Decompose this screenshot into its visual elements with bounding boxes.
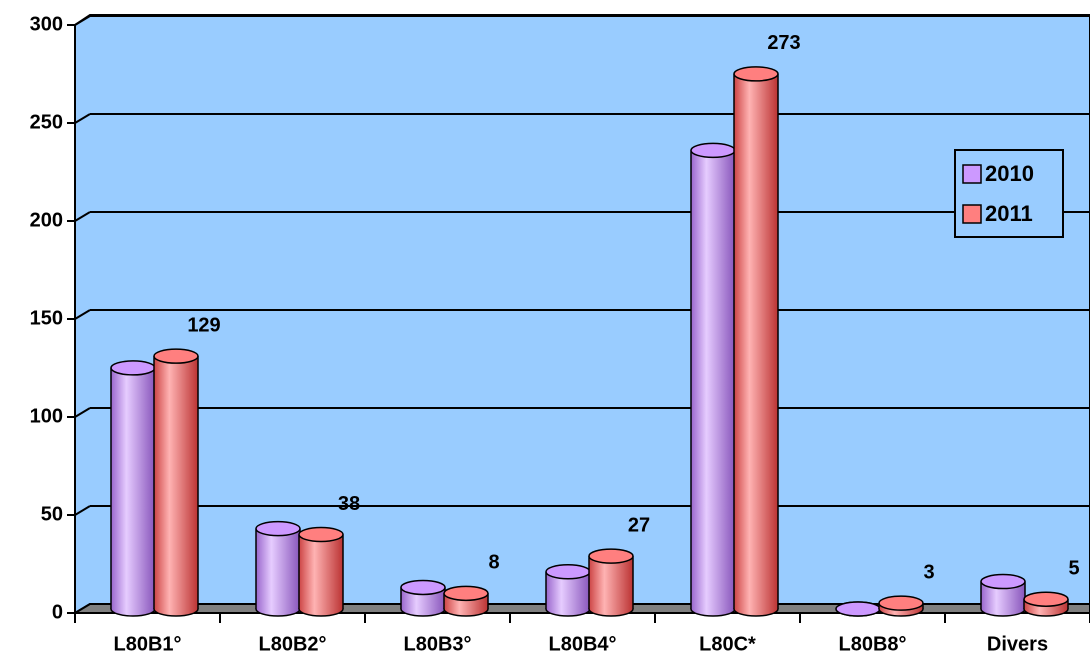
grid-line <box>74 211 91 222</box>
plot-wall <box>74 14 1090 615</box>
x-tick-label: L80B8° <box>838 633 906 655</box>
bar-body <box>299 534 343 609</box>
grid-line <box>74 113 91 124</box>
bar-top <box>153 348 199 364</box>
data-label: 8 <box>488 552 499 574</box>
data-label: 5 <box>1068 557 1079 579</box>
x-tick-label: L80B3° <box>403 633 471 655</box>
grid-line <box>74 505 91 516</box>
bar-body <box>111 367 155 609</box>
bar <box>255 520 301 617</box>
y-tick-label: 200 <box>30 209 63 231</box>
data-label: 273 <box>767 32 800 54</box>
y-tick-label: 300 <box>30 13 63 35</box>
bar <box>878 595 924 617</box>
bar-body <box>154 356 198 609</box>
legend-swatch <box>962 204 982 224</box>
bar <box>733 66 779 617</box>
bar-body <box>256 528 300 609</box>
bar <box>588 548 634 617</box>
bar-top <box>443 585 489 602</box>
legend-label: 2010 <box>985 161 1034 186</box>
bar <box>690 142 736 617</box>
data-label: 27 <box>628 514 650 536</box>
y-tick-label: 0 <box>52 601 63 623</box>
bar-top <box>298 526 344 543</box>
bar-top <box>545 564 591 580</box>
bar <box>545 564 591 617</box>
bar-top <box>878 595 924 611</box>
y-tick-label: 50 <box>41 503 63 525</box>
bar-body <box>691 150 735 610</box>
grid-line <box>74 407 91 418</box>
data-label: 38 <box>338 493 360 515</box>
bar <box>400 579 446 617</box>
y-tick-label: 100 <box>30 405 63 427</box>
bar <box>153 348 199 617</box>
x-tick-label: Divers <box>987 633 1048 655</box>
marks <box>110 66 1069 617</box>
legend-swatch <box>962 164 982 184</box>
bar-top <box>980 573 1026 590</box>
bar <box>835 601 881 617</box>
bar-top <box>690 142 736 159</box>
bar-top <box>588 548 634 564</box>
bar-top <box>1023 591 1069 607</box>
y-tick-label: 250 <box>30 111 63 133</box>
legend-label: 2011 <box>985 201 1033 226</box>
y-tick-label: 150 <box>30 307 63 329</box>
bar <box>298 526 344 617</box>
x-tick-label: L80B2° <box>258 633 326 655</box>
data-label: 129 <box>187 314 220 336</box>
bar-top <box>255 520 301 537</box>
bar-top <box>400 579 446 596</box>
grid-line <box>74 309 91 320</box>
bar-top <box>110 360 156 376</box>
bar <box>443 585 489 617</box>
bar-top <box>835 601 881 617</box>
x-tick-label: L80B4° <box>548 633 616 655</box>
bar-body <box>734 73 778 610</box>
x-tick-label: L80B1° <box>113 633 181 655</box>
grid-line <box>74 15 91 26</box>
bar-top <box>733 66 779 82</box>
data-label: 3 <box>923 561 934 583</box>
x-tick-label: L80C* <box>699 633 756 655</box>
bar-body <box>589 556 633 609</box>
bar <box>1023 591 1069 617</box>
bar <box>110 360 156 617</box>
bar <box>980 573 1026 617</box>
